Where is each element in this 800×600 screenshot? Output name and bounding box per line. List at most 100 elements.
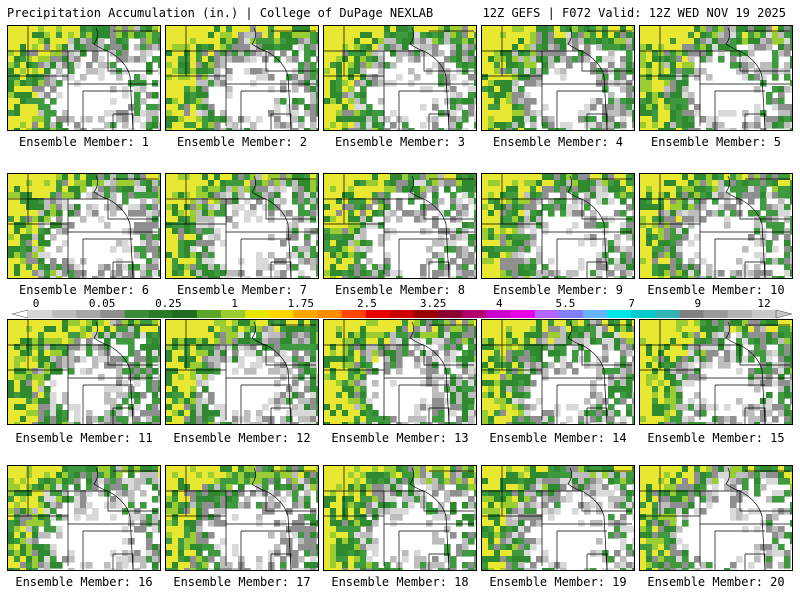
state-boundaries	[8, 320, 158, 424]
colorbar-swatch	[196, 310, 222, 318]
precip-shading	[324, 174, 476, 278]
ensemble-member-label: Ensemble Member: 18	[331, 575, 469, 589]
colorbar-tick-label: 2.5	[357, 297, 377, 310]
state-boundaries	[482, 466, 632, 570]
colorbar-max-arrow	[775, 309, 793, 319]
colorbar-swatch	[534, 310, 560, 318]
precip-field	[166, 174, 318, 278]
colorbar-min-arrow	[11, 309, 29, 319]
ensemble-member-map-17	[165, 465, 319, 571]
colorbar-swatch	[438, 310, 463, 318]
precip-field	[482, 26, 634, 130]
colorbar-swatch	[389, 310, 415, 318]
ensemble-member-label: Ensemble Member: 3	[334, 135, 466, 149]
precip-shading	[8, 320, 160, 424]
precip-field	[324, 26, 476, 130]
precipitation-colorbar: 0 0.05 0.25 1 1.75 2.5 3.25 4 5.5 7 9 12	[11, 297, 793, 319]
ensemble-member-label: Ensemble Member: 19	[489, 575, 627, 589]
colorbar-swatch	[245, 310, 270, 318]
ensemble-member-map-1	[7, 25, 161, 131]
ensemble-member-map-2	[165, 25, 319, 131]
state-boundaries	[324, 26, 474, 130]
colorbar-swatch	[269, 310, 294, 318]
ensemble-member-label: Ensemble Member: 1	[18, 135, 150, 149]
colorbar-swatch	[655, 310, 680, 318]
colorbar-swatch	[124, 310, 149, 318]
state-boundaries	[166, 466, 316, 570]
ensemble-member-label: Ensemble Member: 17	[173, 575, 311, 589]
precip-field	[8, 174, 160, 278]
colorbar-swatch	[751, 310, 777, 318]
precip-shading	[482, 320, 634, 424]
colorbar-tick-label: 0.25	[155, 297, 182, 310]
precip-shading	[324, 320, 476, 424]
ensemble-member-label: Ensemble Member: 9	[492, 283, 624, 297]
precip-shading	[8, 26, 160, 130]
colorbar-swatch	[172, 310, 198, 318]
ensemble-member-map-10	[639, 173, 793, 279]
ensemble-member-map-12	[165, 319, 319, 425]
colorbar-tick-label: 9	[695, 297, 702, 310]
colorbar-swatch	[486, 310, 511, 318]
ensemble-member-map-20	[639, 465, 793, 571]
precip-field	[324, 174, 476, 278]
state-boundaries	[640, 26, 790, 130]
precip-shading	[166, 466, 318, 570]
colorbar-swatch	[607, 310, 632, 318]
precip-shading	[640, 320, 792, 424]
colorbar-swatch	[462, 310, 487, 318]
colorbar-swatch	[631, 310, 656, 318]
ensemble-member-map-9	[481, 173, 635, 279]
ensemble-member-label: Ensemble Member: 20	[647, 575, 785, 589]
state-boundaries	[640, 320, 790, 424]
colorbar-tick-label: 1.75	[287, 297, 314, 310]
precip-shading	[8, 174, 160, 278]
ensemble-member-label: Ensemble Member: 16	[15, 575, 153, 589]
colorbar-swatch	[293, 310, 318, 318]
precip-shading	[166, 320, 318, 424]
colorbar-swatch	[582, 310, 608, 318]
precip-field	[640, 26, 792, 130]
ensemble-member-label: Ensemble Member: 7	[176, 283, 308, 297]
precip-shading	[324, 466, 476, 570]
precip-field	[324, 320, 476, 424]
state-boundaries	[324, 174, 474, 278]
ensemble-member-map-16	[7, 465, 161, 571]
ensemble-member-label: Ensemble Member: 12	[173, 431, 311, 445]
model-valid-time: 12Z GEFS | F072 Valid: 12Z WED NOV 19 20…	[482, 6, 786, 20]
precip-field	[640, 320, 792, 424]
ensemble-member-map-8	[323, 173, 477, 279]
colorbar-swatch	[76, 310, 101, 318]
colorbar-swatch	[414, 310, 439, 318]
state-boundaries	[324, 466, 474, 570]
ensemble-member-map-14	[481, 319, 635, 425]
precip-shading	[482, 466, 634, 570]
state-boundaries	[324, 320, 474, 424]
precip-field	[8, 26, 160, 130]
colorbar-swatch	[317, 310, 342, 318]
ensemble-member-label: Ensemble Member: 11	[15, 431, 153, 445]
colorbar-tick-label: 7	[628, 297, 635, 310]
precip-shading	[640, 26, 792, 130]
precip-shading	[482, 174, 634, 278]
colorbar-swatch	[510, 310, 536, 318]
colorbar-tick-label: 0	[33, 297, 40, 310]
state-boundaries	[8, 466, 158, 570]
ensemble-member-map-5	[639, 25, 793, 131]
precip-field	[324, 466, 476, 570]
precip-field	[166, 26, 318, 130]
colorbar-tick-label: 4	[496, 297, 503, 310]
colorbar-swatch	[703, 310, 729, 318]
state-boundaries	[482, 26, 632, 130]
state-boundaries	[8, 26, 158, 130]
state-boundaries	[166, 174, 316, 278]
precip-shading	[482, 26, 634, 130]
precip-field	[640, 174, 792, 278]
colorbar-swatch	[148, 310, 174, 318]
ensemble-member-map-18	[323, 465, 477, 571]
precip-field	[8, 466, 160, 570]
ensemble-member-map-3	[323, 25, 477, 131]
ensemble-member-map-4	[481, 25, 635, 131]
precip-shading	[166, 26, 318, 130]
colorbar-swatch	[365, 310, 391, 318]
